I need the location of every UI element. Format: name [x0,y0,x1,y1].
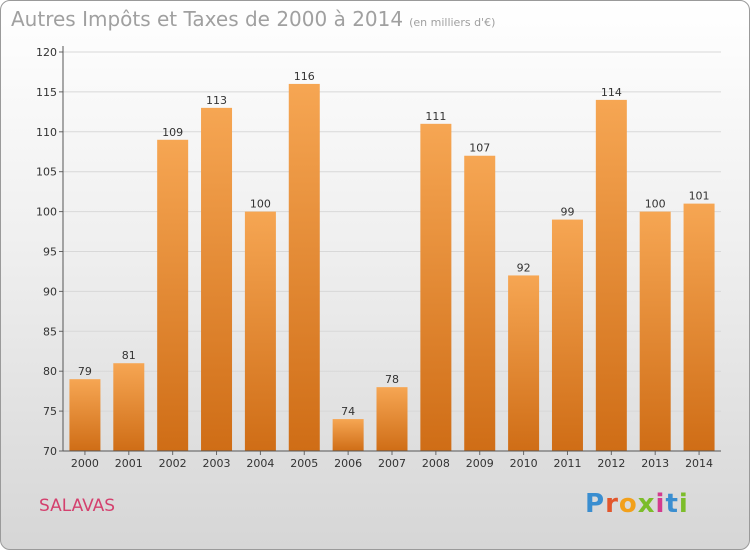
x-tick-label: 2013 [641,457,669,470]
x-tick-label: 2012 [597,457,625,470]
bar [332,419,364,451]
x-tick-label: 2011 [553,457,581,470]
y-tick-label: 120 [36,46,57,59]
y-tick-label: 115 [36,86,57,99]
data-label: 74 [341,405,355,418]
data-label: 79 [78,365,92,378]
data-label: 101 [689,190,710,203]
x-tick-label: 2002 [159,457,187,470]
bar [508,275,540,451]
y-tick-label: 75 [43,405,57,418]
logo-letter: P [585,489,606,519]
y-tick-label: 85 [43,325,57,338]
bar [69,379,101,451]
data-label: 113 [206,94,227,107]
logo-letter: x [637,489,656,519]
logo-letter: t [665,489,679,519]
logo-letter: o [618,489,638,519]
y-tick-label: 95 [43,246,57,259]
bar [157,139,189,451]
data-label: 99 [560,206,574,219]
y-tick-label: 80 [43,365,57,378]
chart-title: Autres Impôts et Taxes de 2000 à 2014 (en… [11,7,495,31]
data-label: 116 [294,70,315,83]
x-tick-label: 2001 [115,457,143,470]
y-tick-label: 105 [36,166,57,179]
proxiti-logo: Proxiti [585,489,689,519]
title-unit: (en milliers d'€) [409,16,496,29]
x-tick-label: 2005 [290,457,318,470]
logo-letter: i [655,489,666,519]
x-tick-label: 2014 [685,457,713,470]
y-tick-label: 90 [43,285,57,298]
data-label: 81 [122,349,136,362]
x-tick-label: 2004 [246,457,274,470]
bar [288,83,320,452]
bar [244,211,276,451]
bar [595,99,627,451]
x-tick-label: 2006 [334,457,362,470]
y-tick-label: 110 [36,126,57,139]
x-tick-label: 2008 [422,457,450,470]
y-tick-label: 100 [36,206,57,219]
title-text: Autres Impôts et Taxes de 2000 à 2014 [11,7,404,31]
bar [420,123,452,451]
data-label: 107 [469,142,490,155]
logo-letter: i [678,489,689,519]
bar [551,219,583,451]
bar [201,107,233,452]
x-tick-label: 2007 [378,457,406,470]
bar [683,203,715,451]
bar [376,387,408,451]
y-tick-label: 70 [43,445,57,458]
bars: 79 81 109 113 100 116 74 78 111 107 92 99 114 100 101 [69,70,715,452]
axes: 70 75 80 85 90 95 100 105 110 115 120 2000 2001 2002 2… [36,46,721,470]
data-label: 92 [517,261,531,274]
data-label: 114 [601,86,622,99]
x-tick-label: 2010 [510,457,538,470]
data-label: 78 [385,373,399,386]
bar [464,155,496,452]
x-tick-label: 2003 [203,457,231,470]
bar [639,211,671,451]
x-tick-label: 2009 [466,457,494,470]
logo-letter: r [605,489,619,519]
data-label: 111 [425,110,446,123]
place-name: SALAVAS [39,496,116,516]
bar [113,363,145,451]
data-label: 109 [162,126,183,139]
data-label: 100 [250,198,271,211]
x-tick-label: 2000 [71,457,99,470]
data-label: 100 [645,198,666,211]
